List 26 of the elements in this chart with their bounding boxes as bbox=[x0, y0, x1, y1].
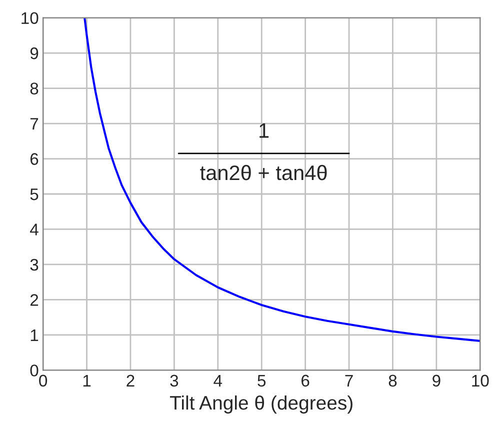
y-tick-label: 6 bbox=[30, 153, 38, 165]
y-tick-label: 2 bbox=[30, 294, 38, 306]
y-tick-label: 4 bbox=[30, 224, 38, 236]
line-series bbox=[84, 18, 480, 342]
x-axis-title: Tilt Angle θ (degrees) bbox=[170, 395, 352, 414]
annotation: tan2θ + tan4θ bbox=[200, 164, 327, 180]
x-tick-label: 7 bbox=[345, 374, 353, 386]
y-tick-label: 3 bbox=[30, 258, 38, 271]
annotation: 1 bbox=[260, 123, 269, 138]
x-tick-label: 4 bbox=[214, 374, 222, 386]
x-tick-label: 6 bbox=[302, 374, 310, 387]
y-tick-label: 5 bbox=[30, 188, 38, 200]
y-tick-label: 1 bbox=[30, 330, 38, 341]
x-tick-label: 2 bbox=[126, 374, 134, 386]
x-tick-label: 5 bbox=[258, 374, 266, 387]
y-tick-label: 9 bbox=[30, 47, 38, 60]
x-tick-label: 3 bbox=[170, 374, 178, 387]
y-tick-label: 10 bbox=[22, 12, 38, 24]
y-tick-label: 7 bbox=[30, 118, 38, 130]
x-tick-label: 0 bbox=[39, 374, 48, 387]
x-tick-label: 1 bbox=[83, 374, 91, 386]
y-tick-label: 0 bbox=[30, 364, 38, 376]
x-tick-label: 9 bbox=[432, 374, 440, 387]
y-tick-label: 8 bbox=[30, 82, 38, 94]
x-tick-label: 10 bbox=[472, 374, 489, 387]
x-tick-label: 8 bbox=[388, 374, 397, 387]
